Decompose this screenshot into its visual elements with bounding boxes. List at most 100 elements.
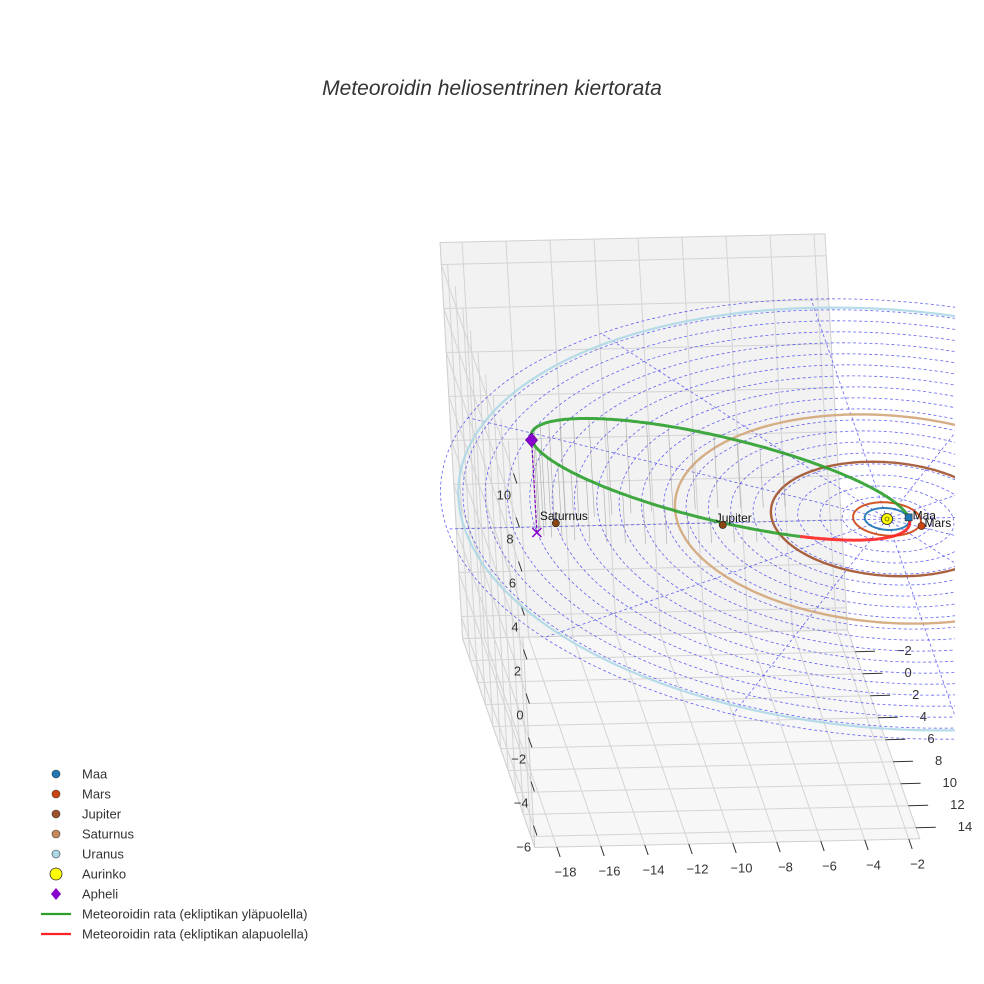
z-gridline — [453, 475, 839, 694]
body-label-mars: Mars — [925, 516, 952, 530]
drop-line — [570, 471, 576, 541]
drop-line — [759, 446, 764, 508]
x-tick-mark — [688, 843, 693, 855]
drop-line — [736, 440, 742, 508]
meteoroid-orbit-segment — [800, 517, 912, 542]
reference-spoke — [886, 518, 955, 564]
body-label-saturnus: Saturnus — [540, 509, 588, 523]
z-tick-label: 6 — [509, 576, 516, 591]
z-tick-mark — [515, 517, 520, 528]
y-gridline — [469, 330, 879, 728]
drop-line — [539, 425, 547, 526]
x-tick-mark — [644, 844, 649, 856]
drop-line — [642, 500, 646, 544]
reference-spoke — [810, 298, 888, 520]
legend-label: Mars — [82, 787, 111, 802]
drop-line — [709, 519, 712, 544]
legend-item: Jupiter — [51, 807, 122, 822]
x-gridline — [813, 233, 910, 840]
aphelion-drop-line — [531, 440, 538, 533]
body-label-jupiter: Jupiter — [716, 511, 752, 525]
reference-ring — [752, 452, 955, 586]
y-gridline — [492, 396, 901, 794]
legend-marker — [51, 789, 61, 799]
x-tick-label: −4 — [866, 857, 881, 872]
drop-line — [733, 525, 735, 543]
drop-line — [664, 507, 668, 544]
chart-title: Meteoroidin heliosentrinen kiertorata — [322, 77, 662, 100]
body-saturnus — [551, 519, 560, 528]
x-tick-label: −16 — [598, 863, 620, 878]
x-gridline — [725, 235, 822, 842]
legend-item: Uranus — [51, 847, 124, 862]
y-gridline — [508, 440, 917, 838]
y-tick-label: 6 — [927, 731, 934, 746]
body-maa — [904, 513, 913, 522]
y-tick-label: 0 — [905, 665, 912, 680]
z-tick-label: 4 — [511, 620, 518, 635]
z-gridline — [460, 607, 847, 826]
x-tick-mark — [820, 840, 825, 852]
x-tick-mark — [908, 838, 913, 850]
legend-label: Apheli — [82, 887, 118, 902]
y-gridline — [500, 418, 909, 816]
drop-line — [538, 450, 545, 536]
legend-label: Meteoroidin rata (ekliptikan alapuolella… — [82, 927, 308, 942]
drop-line — [755, 529, 758, 542]
body-mars — [917, 522, 926, 530]
x-tick-label: −2 — [910, 856, 925, 871]
orbit-saturnus — [673, 413, 955, 625]
y-tick-label: 4 — [920, 709, 927, 724]
drop-line — [546, 457, 553, 538]
z-tick-label: −2 — [511, 752, 526, 767]
x-gridline — [769, 234, 866, 841]
x-gridline — [549, 239, 646, 846]
drop-line — [572, 418, 580, 519]
legend-item: Meteoroidin rata (ekliptikan alapuolella… — [41, 927, 308, 942]
legend-label: Jupiter — [82, 807, 122, 822]
x-tick-label: −8 — [778, 859, 793, 874]
legend-marker — [51, 849, 61, 859]
legend-item: Maa — [51, 767, 108, 782]
drop-line — [559, 419, 566, 521]
z-tick-label: 0 — [516, 708, 523, 723]
z-tick-label: −6 — [516, 840, 531, 855]
drop-line — [548, 422, 555, 524]
ecliptic-reference-grid — [440, 298, 955, 740]
drop-line — [588, 418, 595, 517]
drop-line — [667, 426, 674, 511]
orbit-maa — [863, 507, 911, 531]
drop-line — [781, 452, 786, 508]
legend-label: Saturnus — [82, 827, 135, 842]
drop-line — [585, 479, 591, 542]
legend-label: Uranus — [82, 847, 124, 862]
z-tick-mark — [523, 649, 528, 660]
z-tick-mark — [530, 781, 535, 792]
x-tick-mark — [776, 841, 781, 853]
drop-line — [690, 430, 696, 510]
legend-label: Aurinko — [82, 867, 126, 882]
legend-marker — [51, 888, 61, 900]
legend-item: Saturnus — [51, 827, 135, 842]
legend-marker — [49, 867, 63, 881]
legend-label: Maa — [82, 767, 108, 782]
legend: Maa Mars Jupiter Saturnus Uranus Aurinko Aphel… — [41, 767, 308, 942]
axis-grid — [440, 233, 917, 848]
z-tick-mark — [513, 473, 518, 484]
x-tick-label: −10 — [730, 860, 752, 875]
y-tick-label: 12 — [950, 797, 964, 812]
legend-item: Meteoroidin rata (ekliptikan yläpuolella… — [41, 907, 307, 922]
z-tick-label: 2 — [514, 664, 521, 679]
x-gridline — [637, 237, 734, 844]
axis-ticks: −18 −16 −14 −12 −10 −8 −6 −4 −2−202468101214−6−4… — [497, 473, 972, 879]
orbit-uranus — [457, 306, 955, 732]
x-tick-mark — [864, 839, 869, 851]
body-label-maa: Maa — [913, 508, 937, 522]
z-gridline — [458, 563, 844, 782]
x-gridline — [681, 236, 778, 843]
x-gridline — [461, 241, 558, 848]
y-tick-label: 14 — [958, 819, 972, 834]
reference-spoke — [467, 417, 888, 520]
z-gridline — [440, 255, 827, 474]
z-tick-label: −4 — [514, 796, 529, 811]
